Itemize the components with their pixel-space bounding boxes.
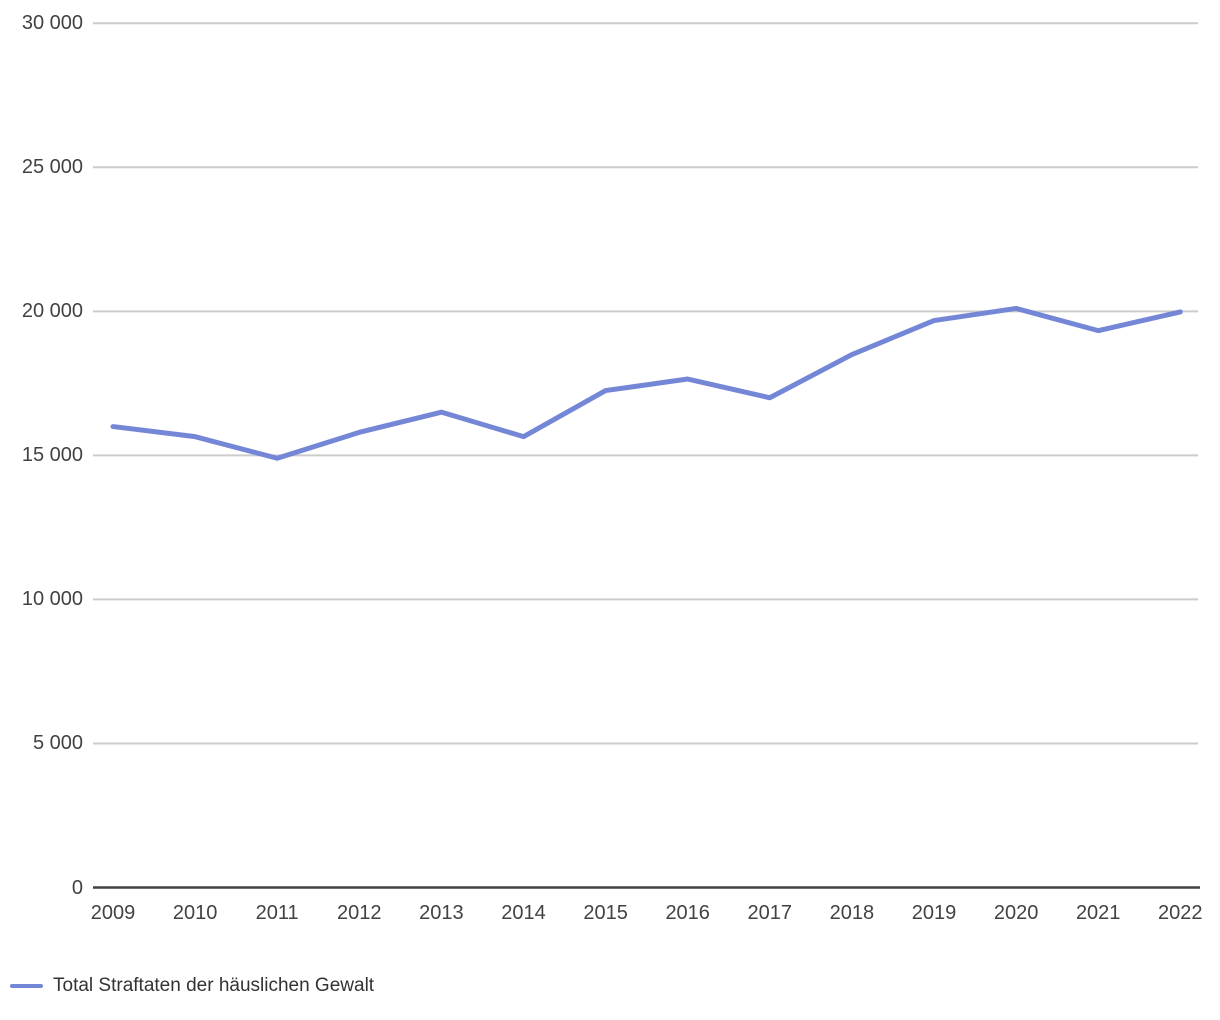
x-tick-label: 2020 (993, 902, 1039, 924)
legend-line-swatch (10, 984, 43, 988)
x-tick-label: 2019 (911, 902, 957, 924)
data-series-line (110, 305, 1183, 461)
y-tick-label: 20 000 (21, 300, 83, 323)
x-tick-label: 2021 (1075, 902, 1121, 924)
x-tick-label: 2017 (747, 902, 793, 924)
x-tick-label: 2016 (665, 902, 710, 924)
x-tick-label: 2015 (583, 902, 628, 924)
legend-label: Total Straftaten der häuslichen Gewalt (53, 975, 375, 996)
y-tick-label: 0 (71, 876, 83, 899)
x-tick-label: 2018 (829, 902, 875, 924)
y-tick-label: 30 000 (21, 12, 83, 35)
x-tick-label: 2011 (255, 902, 299, 924)
x-tick-label: 2010 (172, 902, 218, 924)
y-tick-label: 10 000 (21, 588, 83, 611)
legend: Total Straftaten der häuslichen Gewalt (10, 975, 374, 997)
x-tick-label: 2022 (1158, 902, 1203, 924)
y-tick-label: 25 000 (21, 156, 83, 179)
x-tick-label: 2013 (419, 902, 464, 924)
x-tick-label: 2012 (337, 902, 382, 924)
x-tick-label: 2009 (90, 902, 136, 924)
y-tick-label: 5 000 (32, 732, 83, 755)
y-tick-label: 15 000 (21, 444, 83, 467)
x-tick-label: 2014 (501, 902, 546, 924)
